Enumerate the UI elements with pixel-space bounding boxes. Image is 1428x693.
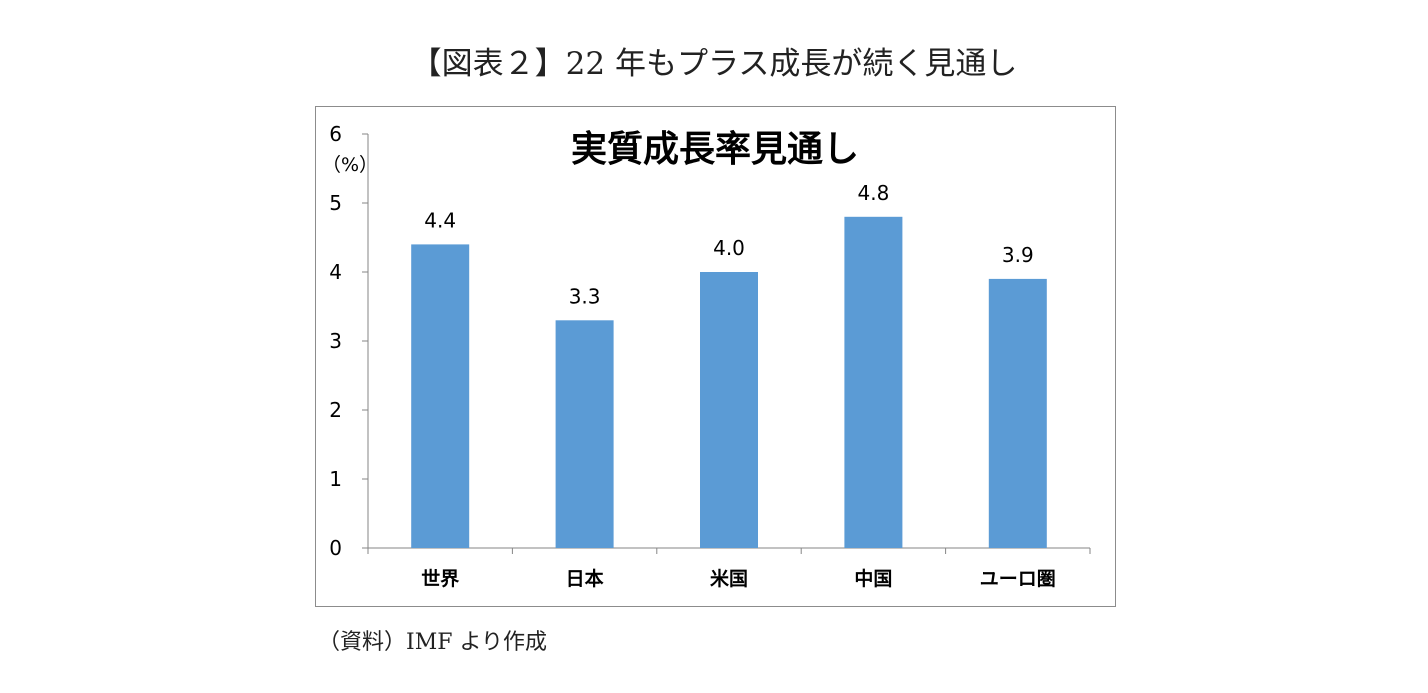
data-label: 4.8 <box>857 181 889 205</box>
data-label: 3.9 <box>1002 243 1034 267</box>
y-tick-label: 2 <box>329 398 342 422</box>
data-label: 3.3 <box>569 284 601 308</box>
category-label: 米国 <box>710 567 748 590</box>
bar <box>411 244 470 548</box>
category-label: ユーロ圏 <box>980 568 1056 590</box>
figure-title: 【図表２】22 年もプラス成長が続く見通し <box>410 46 1018 82</box>
category-label: 世界 <box>421 568 459 590</box>
y-tick-label: 3 <box>329 329 342 353</box>
bar <box>700 272 758 548</box>
y-tick-label: 0 <box>329 536 342 560</box>
bars <box>411 216 1047 549</box>
category-label: 中国 <box>854 567 892 590</box>
category-label: 日本 <box>566 567 604 590</box>
bar <box>988 278 1047 548</box>
y-tick-label: 6 <box>329 122 342 146</box>
chart-title: 実質成長率見通し <box>571 129 859 170</box>
y-tick-label: 4 <box>329 260 342 284</box>
y-unit-label: （%） <box>322 154 378 176</box>
data-label: 4.4 <box>424 208 456 232</box>
source-note: （資料）IMF より作成 <box>318 630 548 655</box>
labels: 0 1 2 3 4 5 6 4.4 世界 3.3 日本 4.0 米国 4.8 中国 3.9 ユーロ圏 <box>329 122 1056 590</box>
bar <box>555 320 614 548</box>
bar <box>844 216 903 549</box>
y-tick-label: 5 <box>329 191 342 215</box>
y-tick-label: 1 <box>329 467 342 491</box>
data-label: 4.0 <box>713 236 745 260</box>
